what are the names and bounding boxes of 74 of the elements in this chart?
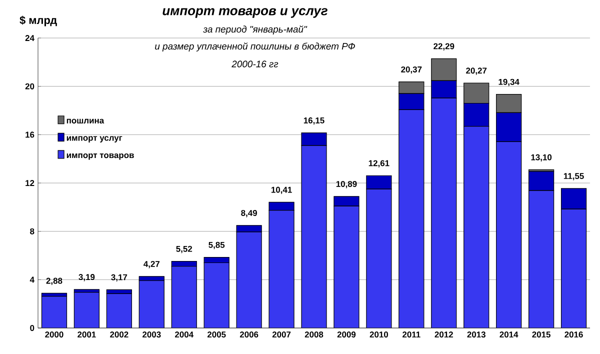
y-tick-label: 0 [30, 325, 34, 331]
total-label: 2,88 [46, 278, 62, 286]
chart-subtitle: за период "январь-май" [203, 26, 308, 34]
x-tick-label: 2006 [240, 332, 258, 338]
x-tick-label: 2012 [434, 332, 453, 338]
x-tick-label: 2008 [304, 332, 324, 338]
total-label: 5,52 [176, 246, 192, 254]
bar [302, 146, 327, 328]
bar [431, 98, 456, 328]
x-tick-label: 2004 [175, 332, 194, 338]
y-tick-label: 16 [26, 132, 34, 138]
y-axis-title: $ млрд [20, 16, 57, 26]
total-label: 8,49 [241, 210, 257, 218]
bar [139, 280, 164, 328]
annotation: 2000-16 гг [232, 60, 278, 68]
bar [334, 206, 359, 328]
y-tick-label: 12 [26, 180, 34, 186]
bar [42, 296, 67, 328]
total-label: 3,17 [111, 274, 128, 282]
total-label: 5,85 [208, 242, 225, 250]
x-tick-label: 2007 [272, 332, 291, 338]
bar [366, 189, 392, 328]
x-tick-label: 2013 [467, 332, 486, 338]
total-label: 19,34 [498, 78, 520, 86]
bar [236, 232, 262, 328]
bar [366, 175, 392, 190]
x-tick-label: 2001 [78, 332, 96, 338]
bar [204, 262, 230, 328]
y-tick-label: 4 [30, 276, 34, 283]
bar [236, 225, 262, 232]
bar [528, 190, 554, 328]
x-tick-label: 2016 [564, 332, 583, 338]
total-label: 22,29 [434, 43, 454, 50]
y-tick-label: 8 [30, 228, 34, 234]
y-tick-label: 24 [25, 35, 34, 41]
bar [398, 110, 424, 328]
bar [138, 276, 164, 281]
total-label: 11,55 [564, 173, 584, 180]
bar [560, 208, 587, 328]
x-tick-label: 2002 [110, 332, 128, 338]
legend-label: пошлина [66, 118, 104, 124]
total-label: 4,27 [144, 260, 160, 268]
annotation: и размер уплаченной пошлины в бюджет РФ [155, 42, 355, 52]
total-label: 16,15 [304, 117, 324, 125]
y-tick-label: 20 [25, 83, 34, 90]
bar [204, 257, 230, 264]
total-label: 10,89 [336, 180, 357, 188]
bar [334, 196, 360, 206]
x-tick-label: 2009 [337, 332, 356, 338]
legend-label: импорт товаров [66, 153, 134, 160]
total-label: 10,41 [271, 186, 292, 194]
bar [464, 126, 489, 328]
bar [301, 132, 327, 146]
x-tick-label: 2014 [500, 332, 518, 338]
x-tick-label: 2003 [142, 332, 161, 338]
chart-title: импорт товаров и услуг [162, 8, 328, 18]
total-label: 20,37 [401, 66, 422, 74]
x-tick-label: 2000 [45, 332, 64, 338]
total-label: 12,61 [368, 160, 390, 168]
bar [172, 266, 197, 328]
legend-label: импорт услуг [66, 136, 122, 142]
bar [106, 294, 132, 328]
total-label: 13,10 [531, 154, 552, 162]
bar [496, 142, 522, 328]
x-tick-label: 2010 [370, 332, 388, 338]
bar [269, 210, 294, 328]
x-tick-label: 2011 [402, 332, 420, 338]
bar [74, 292, 100, 328]
total-label: 20,27 [466, 68, 487, 75]
bar [528, 171, 554, 191]
x-tick-label: 2015 [532, 332, 550, 338]
total-label: 3,19 [78, 274, 95, 282]
x-tick-label: 2005 [207, 332, 226, 338]
bar [268, 202, 294, 211]
